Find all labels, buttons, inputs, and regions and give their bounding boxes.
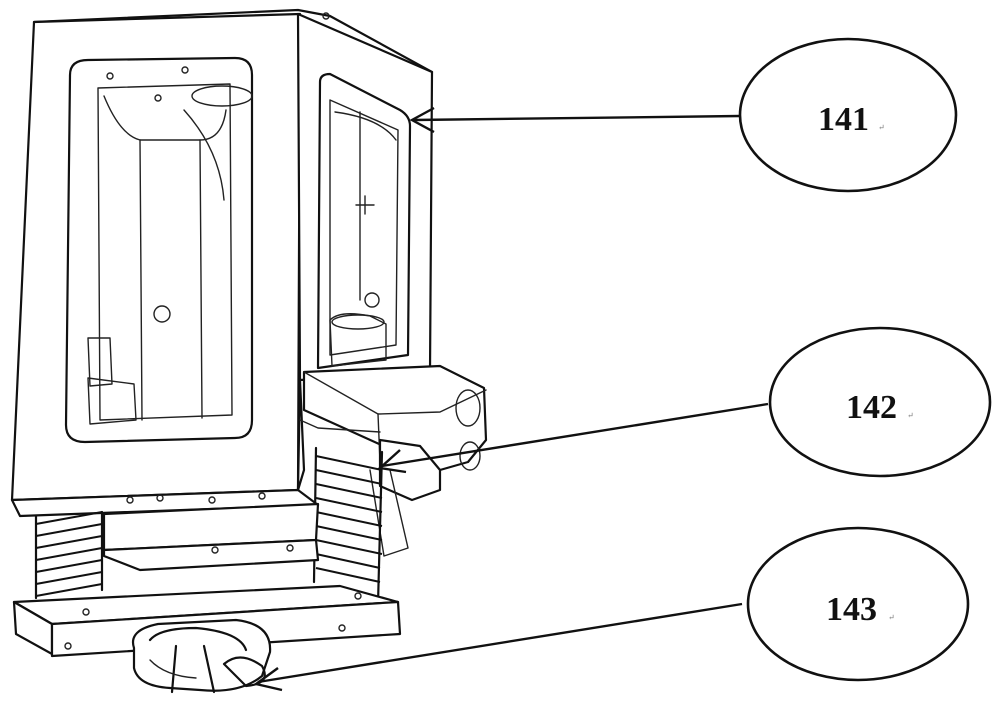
middle-plate [102,492,320,572]
leader-141 [409,106,741,134]
leader-142 [377,402,769,474]
frame-body [10,8,434,518]
callout-141-mark: ↵ [878,123,885,132]
leader-143 [253,602,743,692]
callout-141-number: 141 [818,101,869,138]
callout-143-mark: ↵ [888,613,895,622]
spring-left [34,510,104,600]
callout-142-number: 142 [846,389,897,426]
callout-143-number: 143 [826,591,877,628]
callout-142-mark: ↵ [907,411,914,420]
hook-clamp [131,618,272,694]
callout-141: 141 ↵ [738,37,958,193]
spring-right [312,446,384,606]
callout-143: 143 ↵ [746,526,970,682]
callout-142: 142 ↵ [768,326,992,478]
side-bracket [299,364,488,557]
